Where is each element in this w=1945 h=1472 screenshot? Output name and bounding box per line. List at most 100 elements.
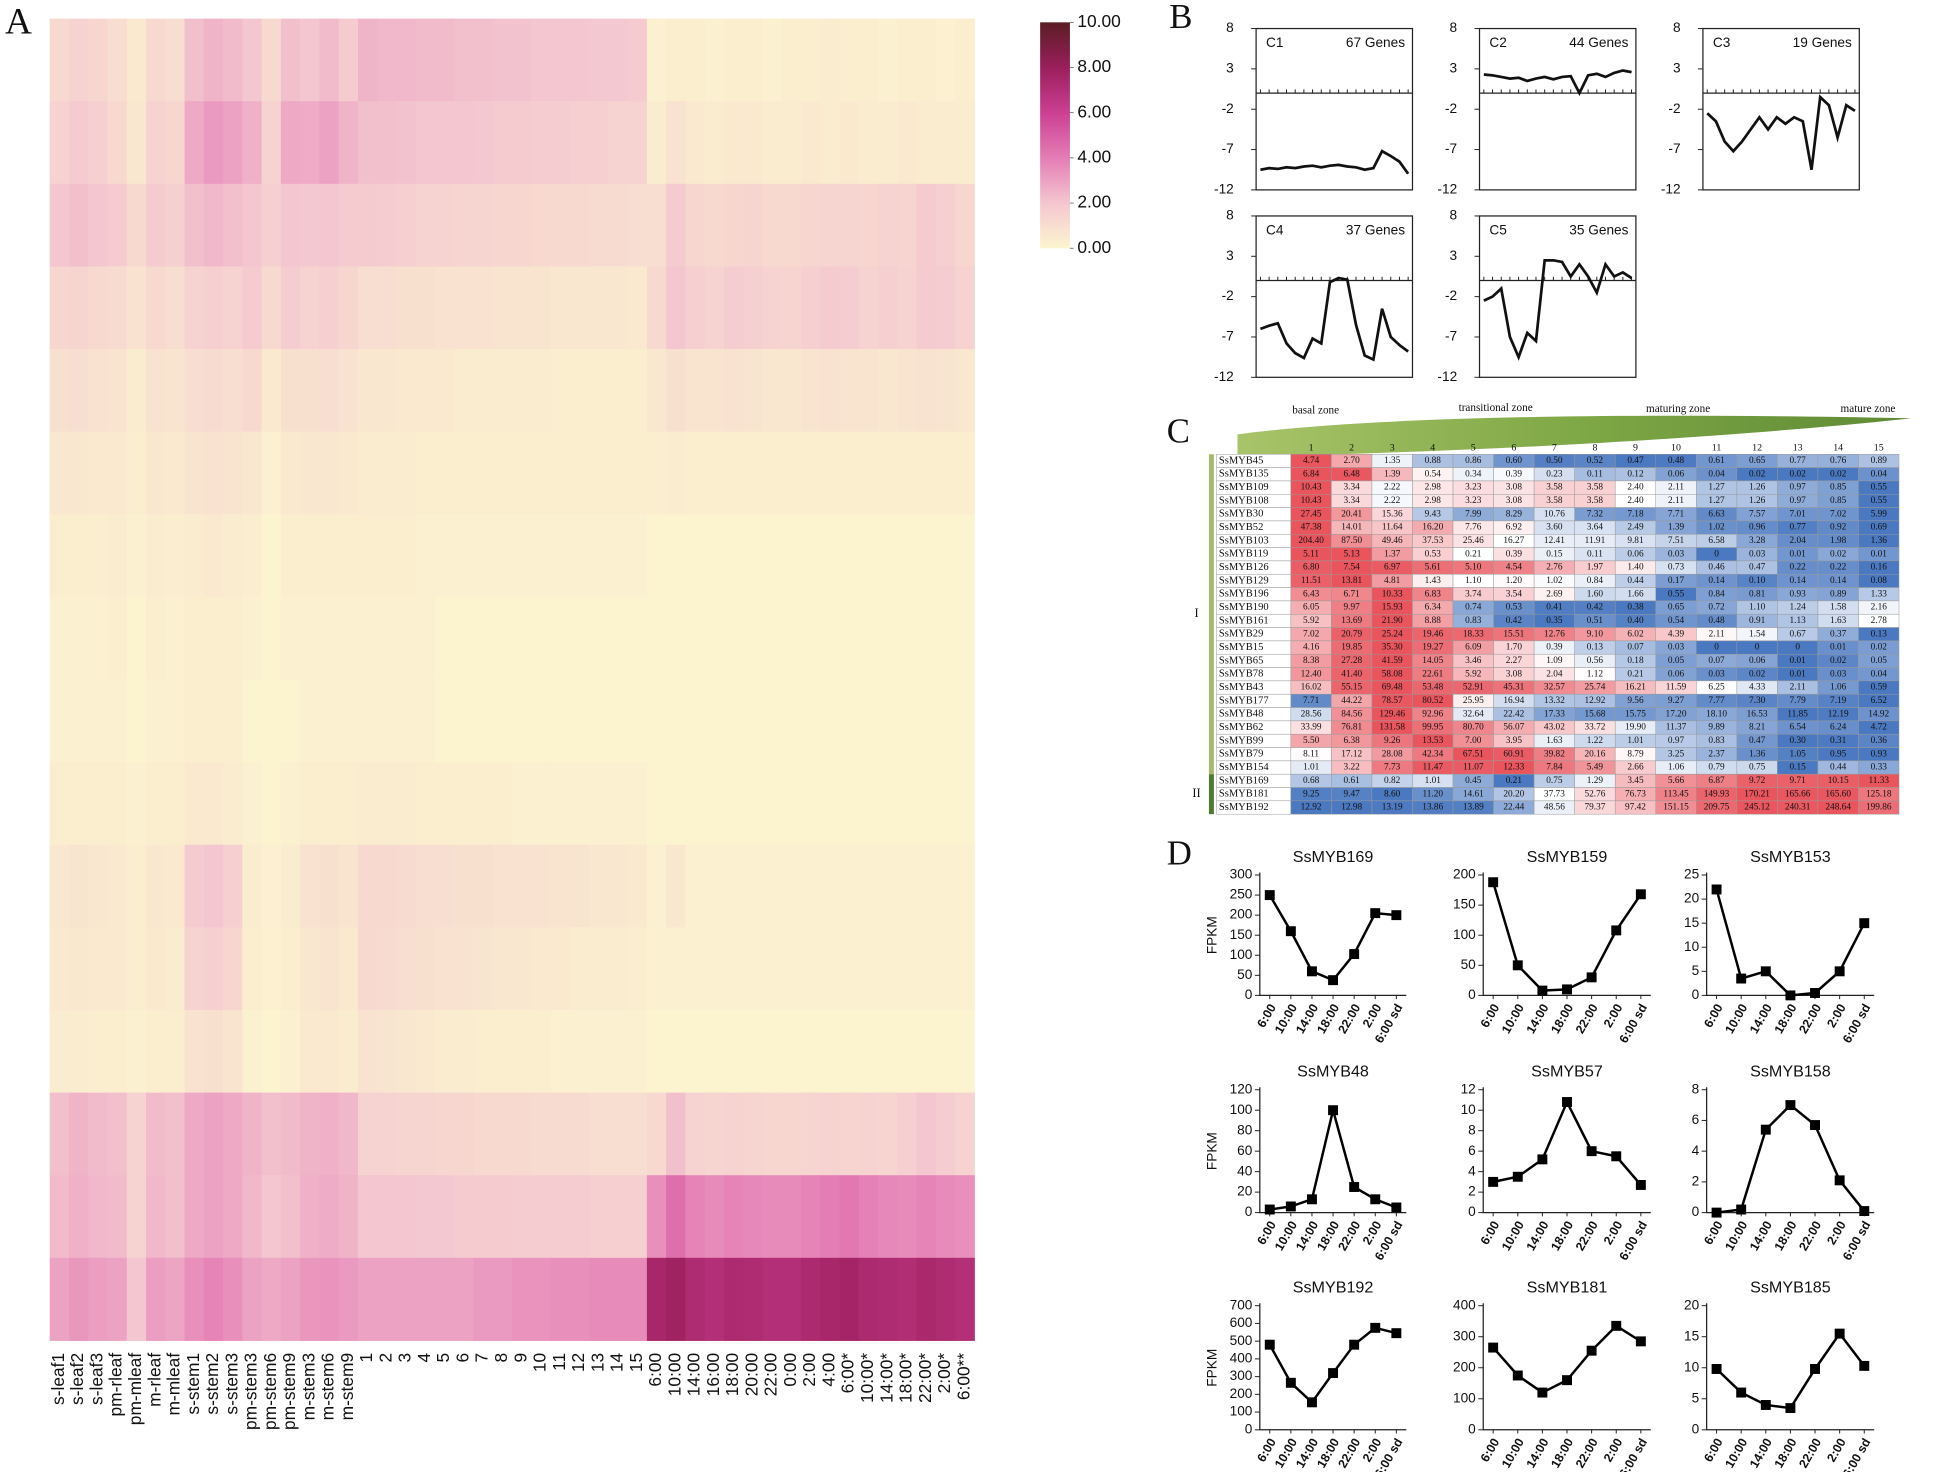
heatmap-cell [49, 266, 70, 350]
heatmap-cell [935, 762, 956, 846]
heatmap-cell [704, 514, 725, 598]
cell-value: 3.25 [1668, 749, 1685, 759]
heatmap-cell [800, 679, 821, 763]
heatmap-cell [165, 266, 186, 350]
heatmap-cell [723, 431, 744, 515]
cell-value: 2.40 [1627, 496, 1644, 506]
cell-value: 1.26 [1749, 483, 1766, 493]
heatmap-cell [68, 596, 89, 681]
cell-value: 6.54 [1790, 723, 1807, 733]
cell-value: 0.46 [1708, 563, 1725, 573]
heatmap-cell [88, 431, 108, 515]
heatmap-cell [550, 101, 571, 185]
heatmap-cell [319, 514, 340, 598]
heatmap-cell [319, 762, 340, 846]
data-point [1736, 973, 1747, 984]
heatmap-cell [685, 762, 706, 846]
x-tick-label: 22:00 [1573, 1001, 1601, 1036]
cell-value: 11.37 [1666, 723, 1687, 733]
heatmap-cell [338, 1257, 359, 1341]
cell-value: 0.92 [1830, 523, 1847, 533]
heatmap-cell [300, 1257, 320, 1341]
row-name: SsMYB190 [1219, 602, 1269, 613]
heatmap-cell [781, 1257, 802, 1341]
cell-value: 2.11 [1668, 496, 1684, 506]
heatmap-cell [203, 1009, 224, 1094]
heatmap-cell [357, 101, 378, 185]
heatmap-cell [338, 1175, 359, 1259]
heatmap-cell [820, 844, 841, 928]
data-point [1834, 1328, 1845, 1339]
heatmap-cell [473, 18, 494, 102]
heatmap-cell [242, 679, 263, 763]
heatmap-cell [280, 349, 301, 433]
cell-value: 0.10 [1749, 576, 1766, 586]
heatmap-cell [723, 1257, 744, 1341]
heatmap-cell [550, 1257, 571, 1341]
cell-value: 27.28 [1341, 656, 1362, 666]
heatmap-cell [454, 514, 475, 598]
cell-value: 22.61 [1422, 669, 1443, 679]
heatmap-cell [473, 349, 494, 433]
cell-value: 0.05 [1668, 656, 1685, 666]
data-point [1488, 1342, 1499, 1353]
cell-value: 0.14 [1830, 576, 1847, 586]
heatmap-cell [512, 101, 532, 185]
cell-value: 5.92 [1465, 669, 1482, 679]
cell-value: 1.39 [1668, 523, 1685, 533]
cell-value: 9.71 [1790, 776, 1807, 786]
heatmap-cell [319, 101, 340, 185]
cell-value: 25.46 [1463, 536, 1484, 546]
heatmap-cell [955, 101, 975, 185]
cell-value: 43.02 [1544, 723, 1565, 733]
cell-value: 7.32 [1587, 509, 1604, 519]
cell-value: 0.45 [1465, 776, 1482, 786]
heatmap-cell [839, 18, 860, 102]
x-tick-label: 14:00 [1524, 1001, 1552, 1036]
y-tick-label: 4 [1692, 1143, 1700, 1158]
heatmap-cell [146, 1009, 166, 1094]
heatmap-cell [146, 1257, 166, 1341]
cell-value: 0.97 [1790, 483, 1807, 493]
heatmap-cell [377, 101, 397, 185]
heatmap-cell [126, 1257, 147, 1341]
plot-frame [1255, 27, 1414, 191]
y-tick-label: 3 [1226, 248, 1234, 263]
x-tick-label: 2:00 [1824, 1436, 1849, 1465]
heatmap-cell [434, 349, 455, 433]
x-tick-label: 10:00* [857, 1353, 877, 1403]
heatmap-cell [627, 349, 648, 433]
cell-value: 7.51 [1668, 536, 1685, 546]
cell-value: 0.04 [1708, 469, 1725, 479]
colorbar-label: 2.00 [1077, 192, 1111, 212]
cell-value: 7.02 [1303, 629, 1320, 639]
cell-value: 0.53 [1506, 603, 1523, 613]
heatmap-cell [49, 18, 70, 102]
chart-title: SsMYB158 [1750, 1063, 1831, 1081]
heatmap-cell [454, 183, 475, 267]
heatmap-cell [781, 844, 802, 928]
x-tick-label: s-stem3 [221, 1353, 241, 1415]
x-tick-label: 6 [452, 1353, 472, 1363]
x-tick-label: 6:00 [645, 1353, 665, 1387]
cell-value: 0.08 [1871, 576, 1888, 586]
heatmap-cell [839, 514, 860, 598]
heatmap-cell [935, 18, 956, 102]
cell-value: 2.22 [1384, 496, 1401, 506]
heatmap-cell [608, 349, 629, 433]
cell-value: 97.42 [1625, 803, 1646, 813]
heatmap-cell [242, 1257, 263, 1341]
heatmap-cell [126, 349, 147, 433]
heatmap-cell [820, 762, 841, 846]
cell-value: 0.31 [1830, 736, 1847, 746]
heatmap-cell [415, 844, 436, 928]
cell-value: 15.75 [1625, 709, 1646, 719]
heatmap-cell [473, 679, 494, 763]
heatmap-cell [781, 514, 802, 598]
heatmap-cell [377, 1175, 397, 1259]
heatmap-cell [126, 514, 147, 598]
cell-value: 48.56 [1544, 803, 1565, 813]
heatmap-cell [878, 18, 898, 102]
cell-value: 0 [1755, 643, 1760, 653]
heatmap-cell [743, 844, 763, 928]
